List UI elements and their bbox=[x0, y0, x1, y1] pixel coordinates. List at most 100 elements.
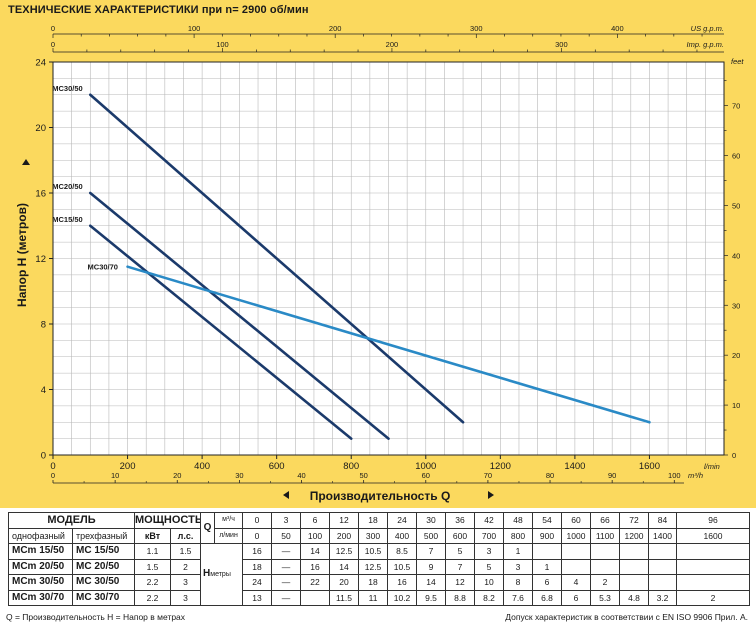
h-value: 7 bbox=[445, 558, 476, 575]
h-value: 3.2 bbox=[648, 589, 678, 606]
x-axis-label: Производительность Q bbox=[310, 489, 451, 503]
q-lmin-value: 100 bbox=[300, 527, 331, 544]
q-lmin-value: 1100 bbox=[590, 527, 621, 544]
single-phase-model: MCm 20/50 bbox=[8, 558, 73, 575]
feet-tick-label: 10 bbox=[732, 401, 740, 410]
x-tick-label: 800 bbox=[343, 461, 359, 472]
h-value: 10.5 bbox=[358, 543, 389, 560]
h-value: 5.3 bbox=[590, 589, 621, 606]
h-value: 3 bbox=[503, 558, 534, 575]
y-tick-label: 4 bbox=[41, 385, 46, 396]
table-row: MCm 15/50 MC 15/50 1.1 1.5 Hметры 16—14 12.5 10… bbox=[8, 543, 750, 606]
three-phase-model: MC 15/50 bbox=[72, 543, 135, 560]
q-m3h-value: 0 bbox=[242, 512, 273, 529]
h-value bbox=[676, 574, 750, 591]
h-value: 9.5 bbox=[416, 589, 447, 606]
h-value: 13 bbox=[242, 589, 273, 606]
h-value: 20 bbox=[329, 574, 360, 591]
h-value: 12.5 bbox=[329, 543, 360, 560]
h-value: 5 bbox=[474, 558, 505, 575]
table-row: MCm 30/70 MC 30/70 2.2 3 13— 11.5 11 10.2 9.5 8.8… bbox=[8, 589, 750, 606]
q-m3h-value: 96 bbox=[676, 512, 750, 529]
q-lmin-value: 1400 bbox=[648, 527, 678, 544]
h-value: 5 bbox=[445, 543, 476, 560]
q-m3h-value: 54 bbox=[532, 512, 563, 529]
h-value: 1 bbox=[532, 558, 563, 575]
feet-tick-label: 50 bbox=[732, 201, 740, 210]
m3h-tick-label: 100 bbox=[668, 471, 681, 480]
q-m3h-value: 18 bbox=[358, 512, 389, 529]
h-value: 8.5 bbox=[387, 543, 418, 560]
x-unit-label: l/min bbox=[704, 462, 720, 471]
q-lmin-value: 1000 bbox=[561, 527, 592, 544]
h-value bbox=[648, 574, 678, 591]
imp-gpm-tick-label: 200 bbox=[386, 40, 399, 49]
us-gpm-tick-label: 200 bbox=[329, 24, 342, 33]
q-lmin-value: 500 bbox=[416, 527, 447, 544]
table-header-row-1: МОДЕЛЬ МОЩНОСТЬ Q м³/ч 0 3 6 12 18 24 30 36 42 48… bbox=[8, 512, 750, 544]
x-tick-label: 1600 bbox=[639, 461, 660, 472]
series-label-mc30-70: MC30/70 bbox=[88, 263, 118, 272]
q-m3h-value: 6 bbox=[300, 512, 331, 529]
single-phase-model: MCm 30/50 bbox=[8, 574, 73, 591]
q-lmin-value: 900 bbox=[532, 527, 563, 544]
h-value: 8.2 bbox=[474, 589, 505, 606]
q-m3h-value: 24 bbox=[387, 512, 418, 529]
m3h-tick-label: 90 bbox=[608, 471, 616, 480]
q-m3h-value: 48 bbox=[503, 512, 534, 529]
q-lmin-value: 200 bbox=[329, 527, 360, 544]
q-m3h-value: 12 bbox=[329, 512, 360, 529]
imp-gpm-tick-label: 300 bbox=[555, 40, 568, 49]
h-value: 18 bbox=[242, 558, 273, 575]
single-phase-header: однофазный bbox=[8, 527, 73, 544]
h-value: 2 bbox=[590, 574, 621, 591]
m3h-tick-label: 50 bbox=[359, 471, 367, 480]
h-value: 16 bbox=[300, 558, 331, 575]
x-tick-label: 1200 bbox=[490, 461, 511, 472]
q-m3h-value: 30 bbox=[416, 512, 447, 529]
h-value: — bbox=[271, 589, 302, 606]
h-value bbox=[676, 558, 750, 575]
q-lmin-value: 300 bbox=[358, 527, 389, 544]
h-value bbox=[619, 574, 650, 591]
h-value bbox=[532, 543, 563, 560]
h-value bbox=[648, 558, 678, 575]
h-value: 16 bbox=[242, 543, 273, 560]
q-lmin-value: 800 bbox=[503, 527, 534, 544]
m3h-unit-label: m³/h bbox=[688, 471, 703, 480]
q-m3h-value: 66 bbox=[590, 512, 621, 529]
table-header-row-2: однофазный трехфазный кВт л.с. л/мин 0 50… bbox=[8, 527, 750, 544]
feet-tick-label: 70 bbox=[732, 102, 740, 111]
feet-tick-label: 60 bbox=[732, 152, 740, 161]
h-value bbox=[590, 558, 621, 575]
q-m3h-value: 72 bbox=[619, 512, 650, 529]
power-kw: 2.2 bbox=[134, 574, 171, 591]
power-kw: 1.5 bbox=[134, 558, 171, 575]
x-axis-arrow-right bbox=[488, 491, 494, 499]
x-axis-arrow-left bbox=[283, 491, 289, 499]
h-value bbox=[619, 543, 650, 560]
y-tick-label: 8 bbox=[41, 320, 46, 331]
imp-gpm-unit-label: Imp. g.p.m. bbox=[686, 40, 724, 49]
three-phase-header: трехфазный bbox=[72, 527, 135, 544]
h-label: Hметры bbox=[200, 543, 244, 606]
q-lmin-value: 1200 bbox=[619, 527, 650, 544]
single-phase-model: MCm 30/70 bbox=[8, 589, 73, 606]
h-value: 18 bbox=[358, 574, 389, 591]
m3h-tick-label: 80 bbox=[546, 471, 554, 480]
series-label-mc15-50: MC15/50 bbox=[52, 215, 82, 224]
q-unit-m3h: м³/ч bbox=[214, 512, 244, 529]
chart-panel: 0 4 8 12 16 20 24 0 200 400 600 800 1000 1200 1400 1600… bbox=[0, 0, 756, 508]
series-label-mc30-50: MC30/50 bbox=[52, 84, 82, 93]
h-value: 16 bbox=[387, 574, 418, 591]
q-lmin-value: 0 bbox=[242, 527, 273, 544]
feet-tick-label: 30 bbox=[732, 301, 740, 310]
power-header: МОЩНОСТЬ bbox=[133, 512, 202, 529]
h-value: 22 bbox=[300, 574, 331, 591]
h-value: 24 bbox=[242, 574, 273, 591]
imp-gpm-tick-label: 100 bbox=[216, 40, 229, 49]
q-lmin-value: 400 bbox=[387, 527, 418, 544]
single-phase-model: MCm 15/50 bbox=[8, 543, 73, 560]
h-letter: H bbox=[203, 568, 211, 579]
three-phase-model: MC 20/50 bbox=[72, 558, 135, 575]
